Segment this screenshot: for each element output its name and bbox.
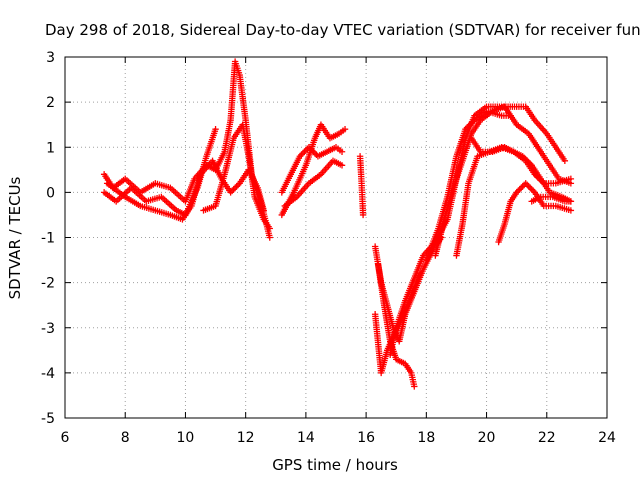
- y-tick-label: -5: [41, 411, 55, 427]
- y-tick-label: 2: [46, 95, 55, 111]
- series-track-7: [281, 157, 346, 210]
- data-point: [231, 184, 239, 192]
- y-tick-label: 1: [46, 140, 55, 156]
- data-point: [233, 183, 240, 190]
- x-tick-label: 14: [297, 430, 315, 446]
- data-point: [561, 157, 569, 164]
- series-track-18: [528, 193, 575, 205]
- data-point: [567, 175, 575, 183]
- data-point: [212, 126, 219, 133]
- x-tick-label: 8: [121, 430, 130, 446]
- series-track-3: [103, 157, 267, 223]
- x-tick-label: 10: [177, 430, 195, 446]
- data-point: [517, 184, 525, 192]
- y-tick-label: -2: [41, 276, 55, 292]
- x-tick-label: 24: [598, 430, 616, 446]
- y-tick-label: 0: [46, 185, 55, 201]
- data-point: [525, 183, 532, 190]
- data-point: [522, 180, 529, 187]
- series-track-4: [200, 121, 273, 232]
- y-axis-tick-labels: -5 -4 -3 -2 -1 0 1 2 3: [41, 50, 55, 427]
- y-axis-label: SDTVAR / TECUs: [6, 176, 24, 299]
- series-track-12: [387, 103, 569, 359]
- series-track-6: [278, 121, 349, 219]
- series-track-10: [371, 270, 424, 377]
- series-track-17: [495, 180, 575, 246]
- y-tick-label: -4: [41, 366, 55, 382]
- data-point: [301, 148, 308, 155]
- series-track-16: [468, 135, 575, 205]
- data-point: [524, 181, 531, 189]
- x-tick-label: 16: [357, 430, 375, 446]
- x-axis-tick-labels: 6 8 10 12 14 16 18 20 22 24: [61, 430, 616, 446]
- data-point: [299, 150, 307, 157]
- data-point: [528, 186, 535, 193]
- data-point: [519, 183, 526, 190]
- x-tick-label: 22: [538, 430, 556, 446]
- x-tick-label: 12: [237, 430, 255, 446]
- x-tick-label: 20: [478, 430, 496, 446]
- data-point: [338, 162, 346, 169]
- data-point: [359, 211, 367, 219]
- data-point: [338, 148, 346, 155]
- data-point: [567, 207, 575, 214]
- data-point: [411, 383, 418, 390]
- data-point: [341, 126, 349, 133]
- y-tick-label: -3: [41, 321, 55, 337]
- data-point: [516, 186, 523, 193]
- series-track-8: [356, 153, 367, 219]
- chart-title: Day 298 of 2018, Sidereal Day-to-day VTE…: [45, 21, 640, 39]
- y-tick-label: 3: [46, 50, 55, 66]
- x-tick-label: 6: [61, 430, 70, 446]
- data-point: [230, 186, 237, 193]
- x-axis-label: GPS time / hours: [272, 456, 398, 474]
- data-points: [100, 58, 575, 390]
- x-tick-label: 18: [417, 430, 435, 446]
- axis-ticks: [64, 56, 608, 419]
- y-tick-label: -1: [41, 231, 55, 247]
- data-point: [567, 198, 575, 205]
- data-point: [527, 184, 534, 192]
- data-point: [266, 234, 273, 241]
- data-point: [266, 225, 273, 232]
